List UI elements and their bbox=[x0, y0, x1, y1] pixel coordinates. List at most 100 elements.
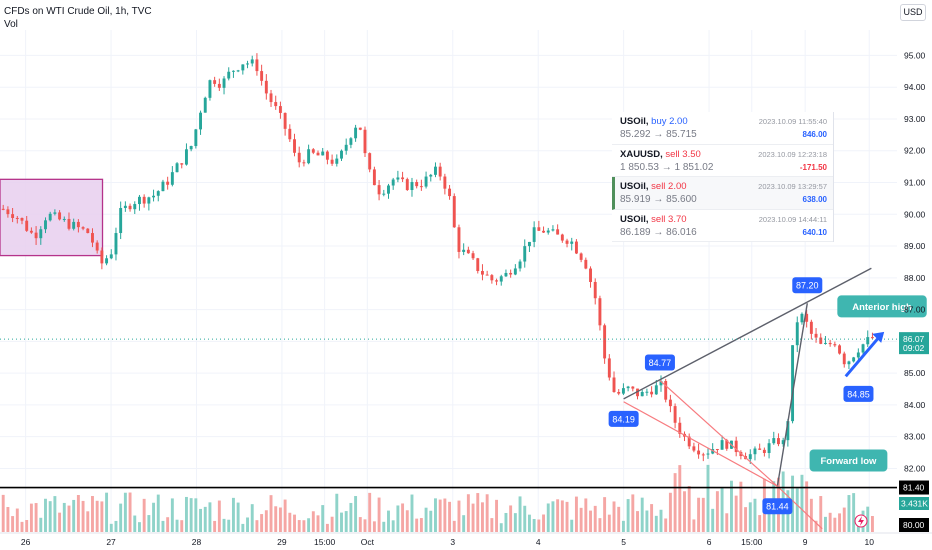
candle-body bbox=[152, 195, 156, 198]
annotation-box bbox=[837, 295, 927, 318]
volume-bar bbox=[546, 503, 550, 532]
candle-body bbox=[246, 63, 249, 65]
volume-bar bbox=[297, 520, 301, 532]
current-price-time: 09:02 bbox=[903, 343, 925, 353]
volume-bar bbox=[481, 502, 484, 532]
volume-bar bbox=[551, 501, 555, 532]
candle-body bbox=[654, 385, 658, 395]
candle-body bbox=[161, 181, 165, 192]
price-tick-label: 89.00 bbox=[904, 241, 926, 251]
volume-bar bbox=[105, 492, 109, 532]
volume-bar bbox=[617, 506, 621, 532]
price-marker-box bbox=[644, 354, 675, 371]
volume-bar bbox=[833, 517, 837, 532]
volume-bar bbox=[288, 512, 292, 532]
candle-body bbox=[748, 454, 752, 460]
candle-body bbox=[542, 230, 545, 233]
candle-body bbox=[720, 440, 724, 450]
volume-tag bbox=[899, 497, 929, 510]
volume-bar bbox=[401, 503, 405, 532]
price-marker: 81.44 bbox=[762, 498, 793, 515]
volume-bar bbox=[462, 515, 466, 532]
volume-bar bbox=[123, 492, 127, 532]
candle-body bbox=[91, 233, 94, 243]
volume-bar bbox=[156, 494, 160, 532]
candle-body bbox=[217, 83, 221, 88]
time-tick-label: 15:00 bbox=[741, 537, 763, 547]
candle-body bbox=[471, 253, 475, 259]
volume-bar bbox=[589, 510, 592, 532]
time-tick-label: 27 bbox=[106, 537, 116, 547]
volume-bar bbox=[241, 523, 245, 532]
volume-bar bbox=[687, 486, 691, 532]
volume-bar bbox=[269, 495, 273, 532]
trade-row[interactable]: USOil, sell 2.00 85.919 → 85.600 2023.10… bbox=[612, 177, 833, 210]
volume-bar bbox=[119, 503, 123, 532]
candle-body bbox=[847, 361, 851, 365]
volume-bar bbox=[730, 480, 733, 532]
candle-body bbox=[673, 406, 677, 423]
price-tick-label: 93.00 bbox=[904, 114, 926, 124]
volume-bar bbox=[72, 499, 76, 532]
volume-bar bbox=[20, 521, 24, 532]
volume-bar bbox=[584, 498, 588, 532]
volume-bar bbox=[852, 493, 856, 532]
candle-body bbox=[598, 298, 602, 326]
candle-body bbox=[424, 176, 428, 187]
price-markers: 84.19 84.77 81.44 87.20 84.85 Anterior high Fo… bbox=[608, 277, 927, 515]
candle-body bbox=[476, 258, 480, 272]
volume-bar bbox=[6, 507, 10, 532]
volume-bar bbox=[739, 481, 743, 532]
volume-bar bbox=[142, 498, 146, 532]
volume-bar bbox=[636, 511, 639, 532]
currency-button[interactable]: USD bbox=[900, 4, 926, 21]
candle-body bbox=[795, 322, 799, 346]
volume-bar bbox=[133, 515, 137, 532]
trade-prices: 1 850.53 → 1 851.02 bbox=[620, 161, 714, 173]
volume-bars bbox=[1, 464, 874, 532]
trade-row[interactable]: USOil, sell 3.70 86.189 → 86.016 2023.10… bbox=[612, 210, 833, 242]
price-marker-box bbox=[792, 277, 823, 294]
trade-row[interactable]: USOil, buy 2.00 85.292 → 85.715 2023.10.… bbox=[612, 112, 833, 145]
trade-side: buy 2.00 bbox=[651, 116, 688, 127]
volume-bar bbox=[664, 518, 668, 532]
trade-row[interactable]: XAUUSD, sell 3.50 1 850.53 → 1 851.02 20… bbox=[612, 145, 833, 177]
trade-pnl: 640.10 bbox=[802, 227, 827, 237]
volume-bar bbox=[678, 465, 682, 532]
candle-body bbox=[636, 388, 639, 397]
volume-bar bbox=[715, 491, 719, 532]
volume-bar bbox=[222, 518, 226, 532]
candle-body bbox=[753, 448, 757, 455]
candle-body bbox=[311, 149, 315, 153]
candle-body bbox=[278, 106, 282, 113]
candle-body bbox=[621, 388, 625, 394]
time-tick-label: 6 bbox=[707, 537, 712, 547]
candle-body bbox=[354, 127, 358, 139]
volume-bar bbox=[39, 517, 43, 532]
volume-bar bbox=[683, 491, 686, 532]
volume-bar bbox=[53, 496, 57, 532]
candle-body bbox=[434, 166, 437, 175]
volume-bar bbox=[311, 511, 315, 532]
candle-body bbox=[335, 158, 339, 164]
candle-body bbox=[15, 217, 19, 219]
volume-bar bbox=[138, 522, 141, 532]
volume-bar bbox=[349, 502, 353, 532]
volume-bar bbox=[560, 500, 564, 532]
time-tick-label: 3 bbox=[450, 537, 455, 547]
trade-pnl: 638.00 bbox=[802, 195, 827, 204]
volume-bar bbox=[513, 513, 517, 532]
volume-bar bbox=[424, 507, 428, 532]
volume-bar bbox=[227, 519, 231, 532]
candle-body bbox=[368, 153, 372, 170]
volume-bar bbox=[748, 502, 752, 532]
annotation-callout: Anterior high bbox=[837, 295, 927, 318]
volume-bar bbox=[828, 512, 832, 532]
candle-body bbox=[438, 166, 442, 177]
chart-title: CFDs on WTI Crude Oil, 1h, TVC bbox=[4, 6, 152, 17]
candle-body bbox=[462, 249, 466, 252]
price-marker: 87.20 bbox=[792, 277, 823, 294]
candle-body bbox=[537, 227, 541, 231]
trade-symbol: USOil, bbox=[620, 181, 649, 192]
